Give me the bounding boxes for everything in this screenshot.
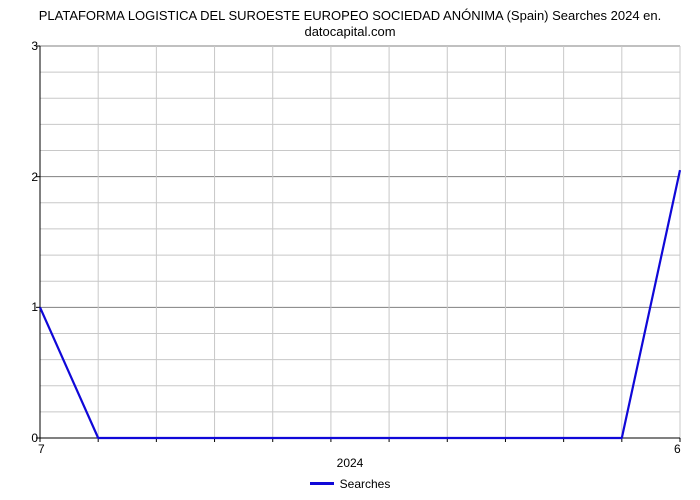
chart-title-line1: PLATAFORMA LOGISTICA DEL SUROESTE EUROPE…: [39, 8, 662, 23]
x-center-label: 2024: [0, 456, 700, 470]
y-tick-1: 1: [26, 300, 38, 314]
legend-label: Searches: [340, 477, 391, 491]
chart-title: PLATAFORMA LOGISTICA DEL SUROESTE EUROPE…: [0, 8, 700, 39]
legend: Searches: [0, 476, 700, 491]
chart-plot: [40, 46, 680, 438]
legend-swatch: [310, 482, 334, 485]
chart-container: PLATAFORMA LOGISTICA DEL SUROESTE EUROPE…: [0, 0, 700, 500]
y-tick-2: 2: [26, 170, 38, 184]
y-tick-0: 0: [26, 431, 38, 445]
chart-title-line2: datocapital.com: [304, 24, 395, 39]
x-left-label: 7: [38, 442, 45, 456]
x-right-label: 6: [674, 442, 681, 456]
y-tick-3: 3: [26, 39, 38, 53]
